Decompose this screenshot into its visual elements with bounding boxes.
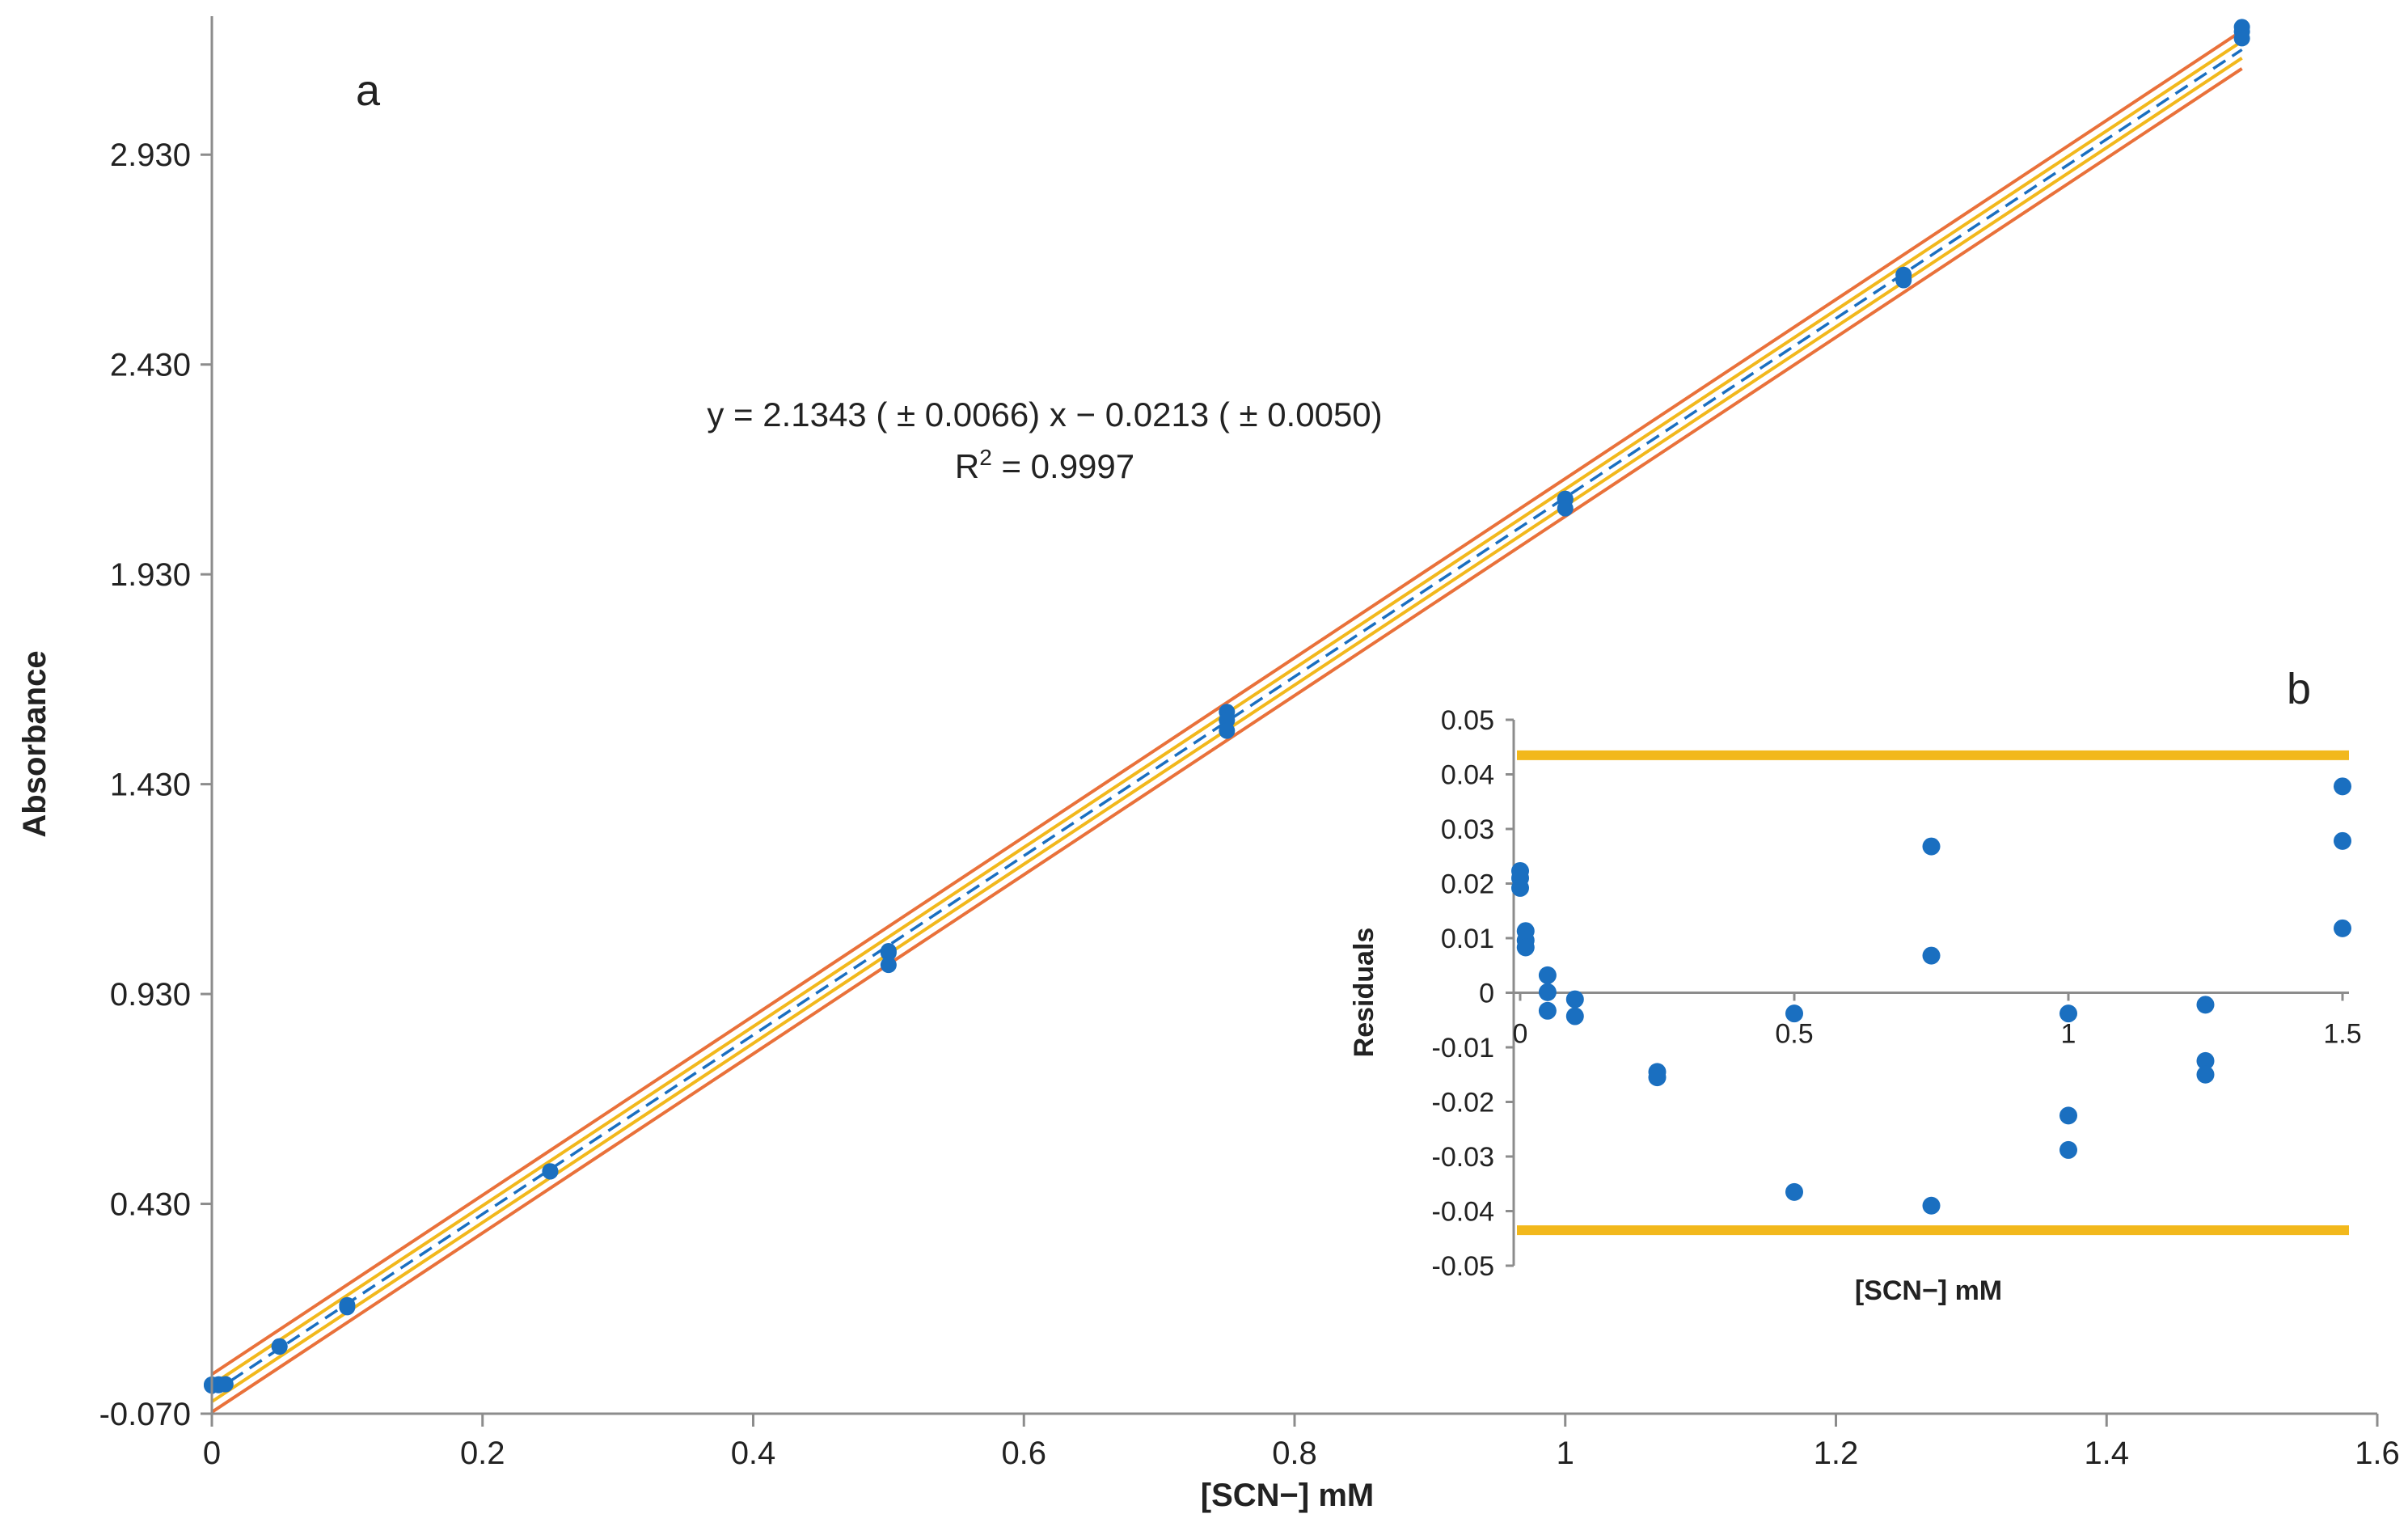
main-x-ticks: 0 0.2 0.4 0.6 0.8 1 1.2 1.4 1.6 — [203, 1414, 2400, 1471]
main-y-axis-title: Absorbance — [17, 650, 53, 837]
inset-y-tick-label: 0 — [1479, 979, 1494, 1009]
inset-x-tick-label: 0.5 — [1775, 1019, 1813, 1050]
panel-label-b: b — [2287, 665, 2311, 713]
x-tick-label: 0.4 — [731, 1436, 776, 1471]
residual-point — [1565, 1007, 1584, 1025]
residual-point — [2334, 777, 2351, 796]
residual-point — [2059, 1004, 2077, 1023]
x-tick-label: 1.4 — [2084, 1436, 2129, 1471]
inset-y-tick-label: -0.04 — [1432, 1197, 1495, 1228]
data-point — [271, 1338, 288, 1355]
regression-equation: y = 2.1343 ( ± 0.0066) x − 0.0213 ( ± 0.… — [707, 395, 1382, 433]
inset-x-tick-label: 1.5 — [2323, 1019, 2361, 1050]
inset-y-tick-label: 0.01 — [1441, 924, 1494, 954]
main-x-axis-title: [SCN−] mM — [1201, 1478, 1374, 1513]
main-data-points — [204, 19, 2250, 1394]
inset-x-tick-label: 0 — [1513, 1019, 1528, 1050]
residual-point — [2196, 996, 2215, 1014]
panel-label-a: a — [356, 66, 381, 115]
r-squared-value: = 0.9997 — [992, 447, 1134, 485]
inset-y-tick-label: 0.04 — [1441, 760, 1494, 791]
data-point — [1895, 272, 1912, 289]
data-point — [1557, 500, 1574, 517]
residual-point — [2196, 1065, 2215, 1084]
residual-point — [2334, 831, 2351, 850]
x-tick-label: 0 — [203, 1436, 221, 1471]
residual-point — [1538, 983, 1557, 1001]
residual-point — [2059, 1140, 2077, 1159]
residual-point — [2059, 1106, 2077, 1125]
x-tick-label: 1.6 — [2355, 1436, 2400, 1471]
inset-y-tick-label: 0.02 — [1441, 869, 1494, 900]
inset-data-points — [1511, 777, 2351, 1215]
residual-point — [1648, 1068, 1667, 1087]
inset-y-tick-label: -0.05 — [1432, 1251, 1495, 1282]
x-tick-label: 0.8 — [1272, 1436, 1317, 1471]
inset-y-tick-label: -0.01 — [1432, 1033, 1495, 1064]
inset-x-tick-label: 1 — [2061, 1019, 2076, 1050]
y-tick-label: 1.430 — [110, 768, 191, 803]
inset-y-tick-label: -0.03 — [1432, 1142, 1495, 1173]
residual-point — [1516, 938, 1535, 957]
inset-y-tick-label: -0.02 — [1432, 1088, 1495, 1118]
residual-point — [1922, 1196, 1941, 1215]
inset-background — [1339, 694, 2382, 1309]
y-tick-label: 2.930 — [110, 137, 191, 173]
data-point — [2233, 30, 2250, 47]
residual-point — [1538, 966, 1557, 984]
residual-point — [1922, 837, 1941, 856]
x-tick-label: 1 — [1557, 1436, 1574, 1471]
inset-x-axis-title: [SCN−] mM — [1855, 1275, 2002, 1306]
inset-limit-lines — [1517, 750, 2349, 1236]
residual-point — [1511, 878, 1529, 897]
data-point — [217, 1376, 234, 1393]
main-plot: -0.070 0.430 0.930 1.430 1.930 2.430 2.930 0 0.… — [17, 16, 2400, 1513]
x-tick-label: 1.2 — [1814, 1436, 1859, 1471]
residual-point — [1922, 946, 1941, 965]
inset-plot: -0.05 -0.04 -0.03 -0.02 -0.01 0 0.01 0.02 0.03 0.… — [1339, 665, 2382, 1309]
y-tick-label: 2.430 — [110, 348, 191, 383]
residual-point — [1538, 1001, 1557, 1020]
x-tick-label: 0.6 — [1001, 1436, 1046, 1471]
y-tick-label: 0.430 — [110, 1187, 191, 1223]
y-tick-label: -0.070 — [99, 1397, 191, 1432]
inset-y-tick-label: 0.05 — [1441, 705, 1494, 736]
data-point — [880, 945, 897, 962]
r-squared-sup: 2 — [979, 445, 992, 470]
main-y-ticks: -0.070 0.430 0.930 1.430 1.930 2.430 2.930 — [99, 137, 212, 1432]
r-squared: R2 = 0.9997 — [955, 445, 1134, 485]
data-point — [880, 957, 897, 974]
residual-point — [1785, 1182, 1803, 1201]
residual-point — [2334, 919, 2351, 937]
x-tick-label: 0.2 — [460, 1436, 505, 1471]
residual-point — [1565, 990, 1584, 1009]
prediction-band-upper — [210, 29, 2243, 1376]
y-tick-label: 0.930 — [110, 977, 191, 1013]
y-tick-label: 1.930 — [110, 557, 191, 593]
inset-x-ticks: 0 0.5 1 1.5 — [1513, 992, 2362, 1050]
data-point — [542, 1163, 559, 1180]
data-point — [1219, 722, 1236, 739]
residual-point — [1785, 1004, 1803, 1023]
data-point — [339, 1299, 356, 1316]
inset-y-axis-title: Residuals — [1349, 928, 1379, 1058]
inset-y-tick-label: 0.03 — [1441, 814, 1494, 845]
r-squared-prefix: R — [955, 447, 979, 485]
residual-point — [2196, 1051, 2215, 1070]
inset-y-ticks: -0.05 -0.04 -0.03 -0.02 -0.01 0 0.01 0.02 0.03 0.… — [1432, 705, 1514, 1282]
prediction-band-lower — [210, 67, 2243, 1414]
